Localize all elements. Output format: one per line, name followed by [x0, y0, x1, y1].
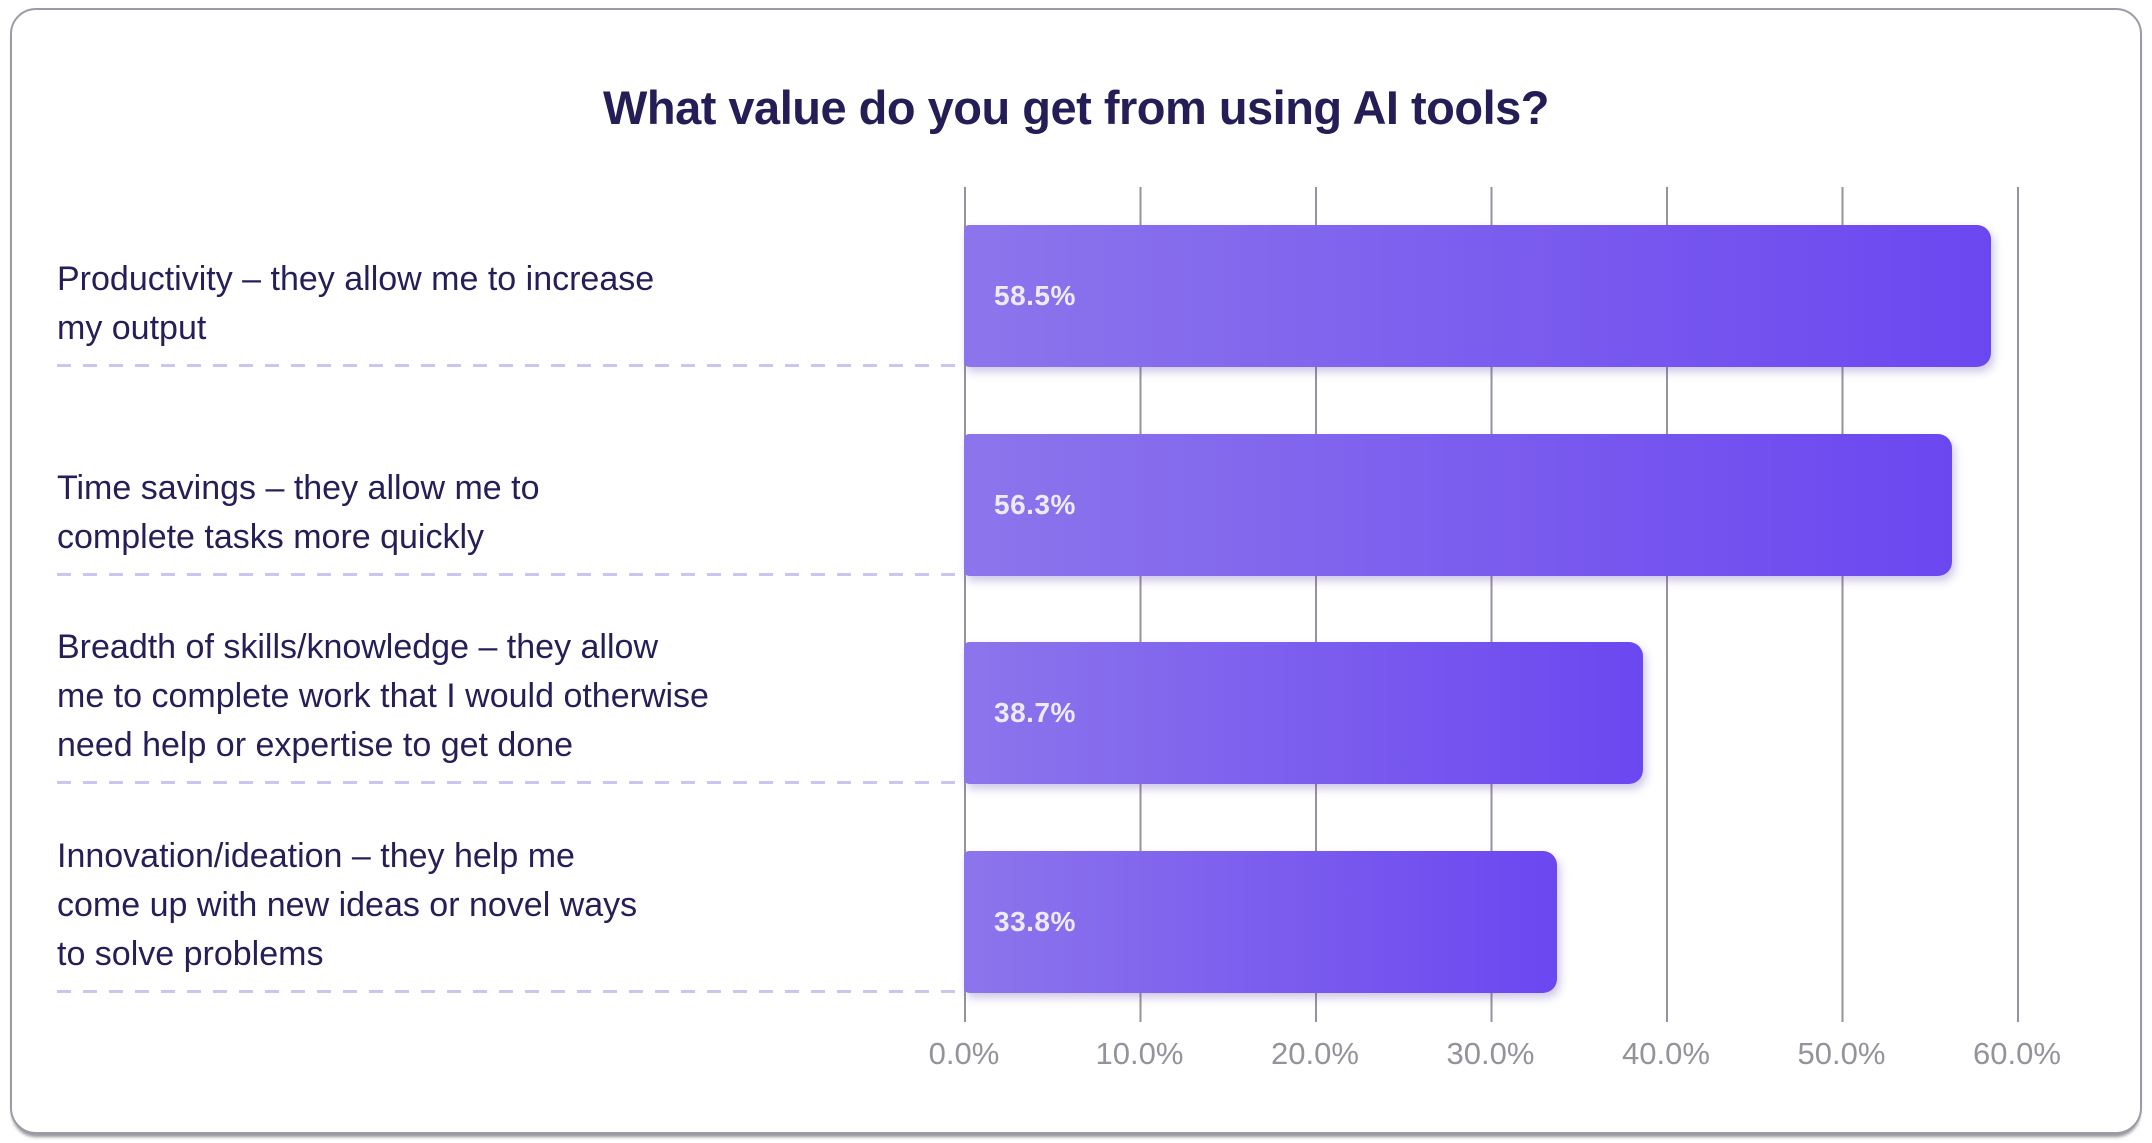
bar: 56.3%	[964, 433, 1953, 576]
category-label: Productivity – they allow me to increase…	[57, 187, 964, 396]
category-label: Breadth of skills/knowledge – they allow…	[57, 604, 964, 814]
x-axis-tick: 30.0%	[1446, 1036, 1535, 1071]
category-label: Time savings – they allow me to complete…	[57, 395, 964, 605]
chart-card: What value do you get from using AI tool…	[10, 8, 2142, 1134]
category-label-text: Productivity – they allow me to increase…	[57, 259, 655, 347]
category-label-text: Time savings – they allow me to complete…	[57, 468, 540, 556]
bar: 58.5%	[964, 224, 1991, 367]
x-axis-tick: 40.0%	[1622, 1036, 1710, 1071]
x-axis: 0.0% 10.0% 20.0% 30.0% 40.0% 50.0% 60.0%	[929, 1036, 2061, 1080]
bar: 33.8%	[964, 851, 1558, 993]
bar-rows: 58.5% 56.3% 38.7% 33.8%	[964, 187, 2017, 1022]
chart-title: What value do you get from using AI tool…	[603, 81, 1550, 134]
x-axis-tick: 20.0%	[1271, 1036, 1359, 1071]
bar-value-label: 56.3%	[994, 488, 1076, 520]
category-label-text: Innovation/ideation – they help me come …	[57, 837, 638, 973]
bar-row: 58.5%	[964, 187, 2017, 396]
bar-value-label: 58.5%	[994, 279, 1076, 311]
category-label: Innovation/ideation – they help me come …	[57, 813, 964, 1022]
plot-area: 58.5% 56.3% 38.7% 33.8%	[964, 187, 2019, 1022]
bar: 38.7%	[964, 642, 1644, 785]
bar-row: 33.8%	[964, 813, 2017, 1022]
bar-row: 38.7%	[964, 605, 2017, 814]
bar-row: 56.3%	[964, 396, 2017, 605]
x-axis-tick: 50.0%	[1797, 1036, 1886, 1071]
x-axis-tick: 60.0%	[1973, 1036, 2061, 1071]
category-label-text: Breadth of skills/knowledge – they allow…	[57, 628, 709, 765]
x-axis-tick: 0.0%	[928, 1036, 1000, 1071]
bar-value-label: 38.7%	[994, 697, 1076, 729]
x-axis-tick: 10.0%	[1095, 1036, 1184, 1071]
bar-value-label: 33.8%	[994, 906, 1076, 937]
category-labels: Productivity – they allow me to increase…	[57, 187, 964, 1022]
